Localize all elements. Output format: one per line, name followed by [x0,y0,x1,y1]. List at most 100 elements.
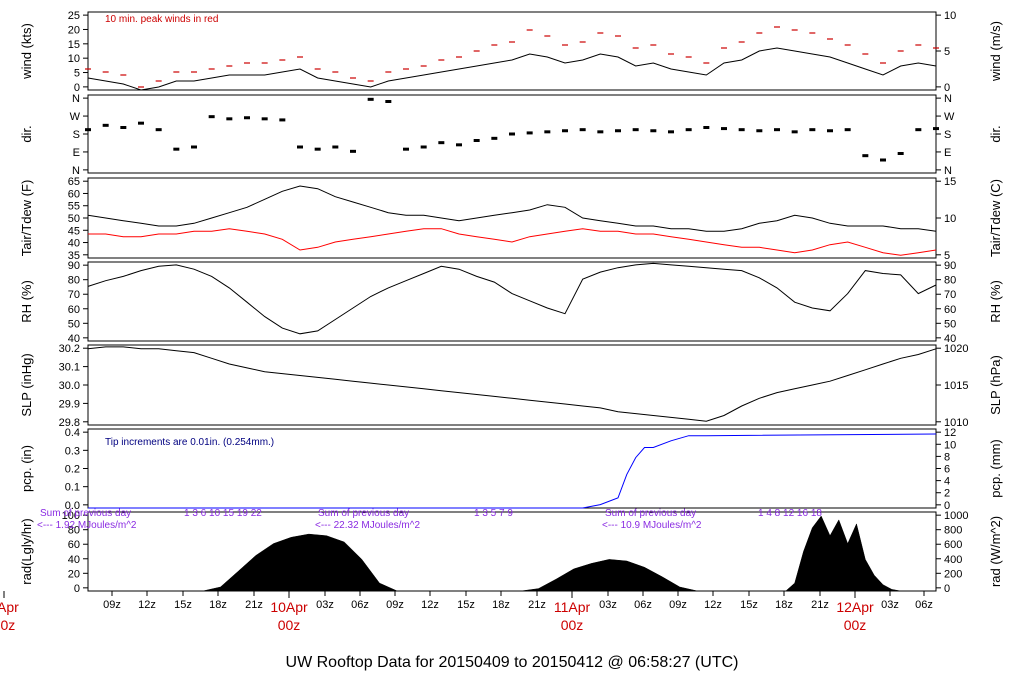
right-tick-label: 1000 [944,510,968,522]
right-axis-label: pcp. (mm) [988,439,1003,498]
rad-area [88,515,936,592]
hour-tick-label: 09z [669,599,687,611]
left-tick-label: 30.2 [59,343,80,355]
left-tick-label: 30.0 [59,380,80,392]
left-tick-label: 20 [68,24,80,36]
panel-frame [87,344,937,426]
left-tick-label: 45 [68,225,80,237]
right-tick-label: 60 [944,304,956,316]
left-tick-label: E [73,147,80,159]
dir-point [668,130,674,134]
panel-slp: 29.8 29.9 30.0 30.1 30.2 1010 1015 1020 SLP (inH… [19,343,1003,429]
rad-note-title: Sum of previous day [40,508,131,519]
dir-point [226,117,233,121]
rad-note-title: Sum of previous day [318,508,409,519]
hour-tick-label: 12z [138,599,156,611]
dir-point [314,147,321,151]
left-tick-label: 30.1 [59,362,80,374]
left-tick-label: 10 [68,53,80,65]
right-tick-label: 8 [944,451,950,463]
panel-frame [87,261,937,342]
right-tick-label: 50 [944,318,956,330]
right-tick-label: 4 [944,476,950,488]
hour-tick-label: 21z [811,599,829,611]
hour-tick-label: 12z [421,599,439,611]
left-axis-label: RH (%) [19,280,34,323]
right-axis-label: wind (m/s) [988,21,1003,82]
right-tick-label: 0 [944,583,950,595]
left-tick-label: 65 [68,176,80,188]
hour-tick-label: 15z [457,599,475,611]
left-tick-label: 80 [68,275,80,287]
panel-rad: 02040608010002004006008001000rad(Lgly/hr… [19,508,1003,595]
dir-point [544,130,551,134]
right-tick-label: N [944,93,952,105]
left-tick-label: 100 [62,510,80,522]
rad-note-sum: <--- 22.32 MJoules/m^2 [315,520,420,531]
left-tick-label: W [70,111,81,123]
left-tick-label: 0 [74,82,80,94]
hour-tick-label: 06z [915,599,933,611]
left-tick-label: 50 [68,318,80,330]
hour-tick-label: 15z [740,599,758,611]
dir-point [456,143,462,147]
right-tick-label: 2 [944,488,950,500]
hour-tick-label: 12z [704,599,722,611]
right-axis-label: Tair/Tdew (C) [988,179,1003,257]
day-label-hour: 00z [278,617,301,633]
hour-tick-label: 21z [528,599,546,611]
left-tick-label: 40 [68,238,80,250]
dir-point [862,154,869,158]
panel-annotation: Tip increments are 0.01in. (0.254mm.) [105,437,274,448]
dir-point [420,145,427,149]
right-tick-label: 10 [944,213,956,225]
left-tick-label: 0 [74,583,80,595]
dir-point [244,116,250,120]
rad-note-hours: 1 4 8 12 16 18 [758,508,822,519]
panel-frame [87,177,937,259]
left-tick-label: 50 [68,213,80,225]
dir-point [509,132,515,136]
hour-tick-label: 06z [634,599,652,611]
hour-tick-label: 03z [599,599,617,611]
dir-point [774,128,780,132]
series-line-rh-0 [87,262,937,335]
left-tick-label: 60 [68,304,80,316]
left-tick-label: 80 [68,525,80,537]
rad-note-hours: 1 3 6 10 15 19 22 [184,508,262,519]
day-label-name: 11Apr [554,599,591,615]
left-tick-label: 15 [68,39,80,51]
right-tick-label: 6 [944,464,950,476]
hour-tick-label: 18z [492,599,510,611]
right-tick-label: E [944,147,951,159]
right-tick-label: 70 [944,289,956,301]
day-label-hour: 00z [844,617,867,633]
dir-point [279,118,286,122]
dir-point [933,127,939,131]
hour-tick-label: 03z [316,599,334,611]
right-tick-label: W [944,111,955,123]
dir-point [120,126,127,129]
right-tick-label: 1010 [944,417,968,429]
dir-point [615,129,621,133]
hour-tick-label: 18z [209,599,227,611]
left-tick-label: 0.2 [65,464,80,476]
dir-point [208,115,215,119]
dir-point [102,123,109,127]
left-tick-label: 60 [68,188,80,200]
day-label-name: 9Apr [0,599,19,615]
right-axis-label: SLP (hPa) [988,355,1003,415]
left-tick-label: 55 [68,201,80,213]
left-axis-label: Tair/Tdew (F) [19,180,34,257]
dir-point [403,147,409,151]
dir-point [261,117,268,121]
right-tick-label: S [944,129,951,141]
right-tick-label: 90 [944,260,956,272]
dir-point [650,129,657,133]
right-tick-label: 400 [944,554,962,566]
dir-point [844,128,851,132]
right-tick-label: 10 [944,439,956,451]
